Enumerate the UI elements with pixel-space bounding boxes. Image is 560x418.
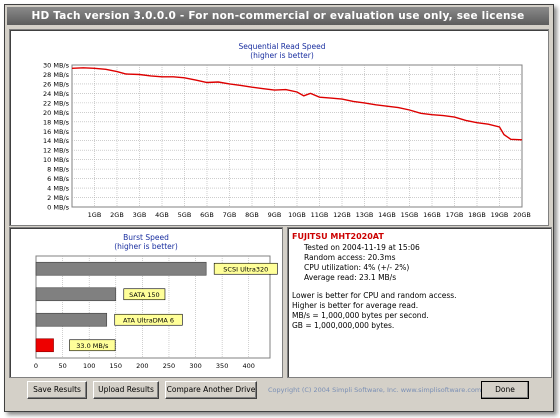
read-x-tick-label: 7GB (223, 211, 237, 219)
burst-speed-chart: Burst Speed (higher is better) SCSI Ultr… (34, 233, 278, 370)
read-y-tick-label: 14 MB/s (43, 137, 70, 145)
read-x-tick-label: 19GB (491, 211, 509, 219)
burst-x-tick-label: 100 (83, 362, 95, 370)
read-x-tick-label: 6GB (200, 211, 214, 219)
results-panel: FUJITSU MHT2020AT Tested on 2004-11-19 a… (287, 227, 552, 378)
burst-x-tick-label: 250 (163, 362, 175, 370)
window-title: HD Tach version 3.0.0.0 - For non-commer… (7, 7, 549, 40)
read-x-tick-label: 9GB (268, 211, 282, 219)
read-x-tick-label: 2GB (110, 211, 124, 219)
burst-bar-label: SATA 150 (129, 291, 160, 299)
read-x-tick-label: 16GB (423, 211, 441, 219)
read-x-tick-label: 8GB (245, 211, 259, 219)
read-x-tick-label: 11GB (311, 211, 329, 219)
read-x-tick-label: 4GB (155, 211, 169, 219)
read-x-tick-label: 1GB (88, 211, 102, 219)
copyright-text: Copyright (C) 2004 Simpli Software, Inc.… (268, 386, 482, 394)
read-x-tick-label: 15GB (401, 211, 419, 219)
read-y-tick-label: 24 MB/s (43, 90, 70, 98)
drive-name: FUJITSU MHT2020AT (292, 232, 384, 241)
read-chart-subtitle: (higher is better) (250, 51, 314, 60)
burst-chart-title: Burst Speed (123, 233, 169, 242)
burst-x-tick-label: 50 (58, 362, 66, 370)
note-lower-better: Lower is better for CPU and random acces… (292, 291, 457, 300)
read-x-tick-label: 20GB (513, 211, 531, 219)
read-y-tick-label: 0 MB/s (47, 204, 69, 212)
read-y-tick-label: 30 MB/s (43, 62, 70, 70)
read-speed-series-line (71, 67, 523, 141)
read-y-tick-label: 6 MB/s (47, 175, 69, 183)
burst-bar-label-box (213, 262, 278, 275)
burst-bar-label-box (69, 339, 116, 352)
burst-chart-panel: Burst Speed (higher is better) SCSI Ultr… (9, 227, 283, 378)
burst-bar-label: ATA UltraDMA 6 (123, 316, 174, 324)
burst-x-tick-label: 150 (110, 362, 122, 370)
read-y-tick-label: 10 MB/s (43, 156, 70, 164)
read-x-tick-label: 3GB (133, 211, 147, 219)
read-x-tick-label: 18GB (468, 211, 486, 219)
cpu-utilization-text: CPU utilization: 4% (+/- 2%) (304, 263, 410, 272)
save-results-button[interactable]: Save Results (27, 381, 87, 399)
burst-bar-label: SCSI Ultra320 (223, 265, 268, 273)
compare-another-drive-button[interactable]: Compare Another Drive (165, 381, 257, 399)
burst-bar (35, 261, 207, 276)
note-gb-definition: GB = 1,000,000,000 bytes. (292, 321, 395, 330)
read-x-tick-label: 13GB (356, 211, 374, 219)
read-y-tick-label: 22 MB/s (43, 99, 70, 107)
read-y-tick-label: 16 MB/s (43, 128, 70, 136)
burst-bar-label-box (123, 288, 166, 301)
burst-chart-subtitle: (higher is better) (114, 242, 178, 251)
burst-bar-label: 33.0 MB/s (76, 342, 109, 350)
note-higher-better: Higher is better for average read. (292, 301, 419, 310)
read-speed-chart: Sequential Read Speed (higher is better)… (43, 42, 531, 219)
read-x-tick-label: 12GB (333, 211, 351, 219)
read-y-tick-label: 28 MB/s (43, 71, 70, 79)
average-read-text: Average read: 23.1 MB/s (304, 273, 397, 282)
read-y-tick-label: 2 MB/s (47, 194, 69, 202)
burst-bar (35, 312, 108, 327)
read-y-tick-label: 8 MB/s (47, 166, 69, 174)
burst-bar-label-box (114, 313, 183, 326)
burst-x-tick-label: 400 (243, 362, 255, 370)
burst-x-tick-label: 300 (189, 362, 201, 370)
read-y-tick-label: 20 MB/s (43, 109, 70, 117)
burst-x-tick-label: 200 (136, 362, 148, 370)
read-x-tick-label: 5GB (178, 211, 192, 219)
burst-bar (35, 338, 54, 353)
read-y-tick-label: 4 MB/s (47, 185, 69, 193)
read-y-tick-label: 18 MB/s (43, 118, 70, 126)
read-y-tick-label: 26 MB/s (43, 80, 70, 88)
read-chart-title: Sequential Read Speed (238, 42, 325, 51)
note-mbs-definition: MB/s = 1,000,000 bytes per second. (292, 311, 429, 320)
read-y-tick-label: 12 MB/s (43, 147, 70, 155)
random-access-text: Random access: 20.3ms (304, 253, 396, 262)
read-x-tick-label: 14GB (378, 211, 396, 219)
read-x-tick-label: 10GB (288, 211, 306, 219)
hdtach-window: HD Tach version 3.0.0.0 - For non-commer… (4, 4, 554, 412)
burst-bar (35, 287, 117, 302)
burst-x-tick-label: 0 (34, 362, 38, 370)
tested-on-text: Tested on 2004-11-19 at 15:06 (304, 243, 420, 252)
done-button[interactable]: Done (481, 381, 529, 399)
burst-x-tick-label: 350 (216, 362, 228, 370)
read-x-tick-label: 17GB (446, 211, 464, 219)
read-chart-panel: Sequential Read Speed (higher is better)… (9, 29, 549, 226)
upload-results-button[interactable]: Upload Results (93, 381, 159, 399)
